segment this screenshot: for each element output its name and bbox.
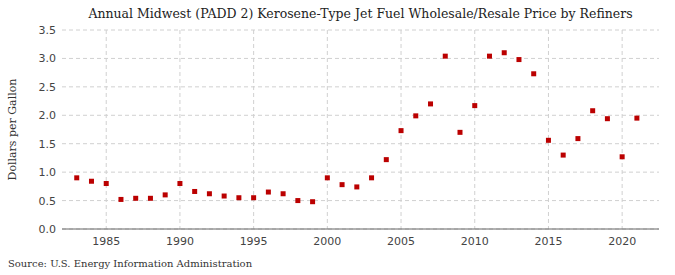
point	[546, 138, 551, 143]
y-tick-label: 2.0	[39, 109, 57, 122]
x-grid-line	[179, 30, 180, 229]
point	[266, 190, 271, 195]
y-tick-label: 0.5	[39, 195, 57, 208]
x-grid-line	[622, 30, 623, 229]
point	[443, 54, 448, 59]
point	[340, 182, 345, 187]
y-grid-line	[62, 172, 659, 173]
y-tick-label: 2.5	[39, 81, 57, 94]
point	[236, 195, 241, 200]
x-tick-label: 2005	[387, 235, 415, 248]
x-tick-label: 1985	[92, 235, 120, 248]
y-tick-label: 1.0	[39, 166, 57, 179]
x-tick-label: 2020	[608, 235, 636, 248]
y-grid-line	[62, 30, 659, 31]
x-grid-line	[327, 30, 328, 229]
x-tick-label: 2000	[313, 235, 341, 248]
y-grid-line	[62, 86, 659, 87]
point	[561, 153, 566, 158]
x-tick-label: 2010	[461, 235, 489, 248]
x-tick-label: 2015	[534, 235, 562, 248]
point	[133, 196, 138, 201]
chart: 0.0 0.5 1.0 1.5 2.0 2.5 3.0 3.5 1985 1990 1995 2000…	[0, 0, 675, 275]
y-tick-label: 3.0	[39, 52, 57, 65]
point	[428, 101, 433, 106]
point	[295, 198, 300, 203]
point	[516, 57, 521, 62]
point	[620, 154, 625, 159]
y-grid-line	[62, 115, 659, 116]
y-tick-label: 1.5	[39, 138, 57, 151]
y-tick-label: 0.0	[39, 223, 57, 236]
point	[502, 50, 507, 55]
point	[575, 136, 580, 141]
point	[369, 175, 374, 180]
y-axis-label: Dollars per Gallon	[6, 79, 19, 181]
point	[251, 195, 256, 200]
title: Annual Midwest (PADD 2) Kerosene-Type Je…	[87, 6, 632, 21]
x-grid-line	[474, 30, 475, 229]
source-note: Source: U.S. Energy Information Administ…	[8, 258, 253, 269]
grid	[62, 30, 659, 229]
y-grid-line	[62, 58, 659, 59]
y-grid-line	[62, 143, 659, 144]
point	[458, 130, 463, 135]
point	[413, 113, 418, 118]
x-tick-label: 1995	[240, 235, 268, 248]
x-grid-line	[106, 30, 107, 229]
x-axis-line	[62, 229, 659, 230]
point	[310, 199, 315, 204]
point	[384, 157, 389, 162]
point	[222, 194, 227, 199]
point	[177, 181, 182, 186]
point	[148, 196, 153, 201]
point	[104, 181, 109, 186]
point	[192, 189, 197, 194]
point	[163, 192, 168, 197]
point	[118, 197, 123, 202]
point	[325, 175, 330, 180]
point	[634, 116, 639, 121]
y-tick-label: 3.5	[39, 24, 57, 37]
x-tick-label: 1990	[166, 235, 194, 248]
x-grid-line	[548, 30, 549, 229]
point	[281, 191, 286, 196]
point	[605, 116, 610, 121]
points	[74, 50, 639, 204]
point	[590, 108, 595, 113]
point	[354, 184, 359, 189]
point	[531, 71, 536, 76]
point	[89, 179, 94, 184]
point	[487, 54, 492, 59]
point	[74, 175, 79, 180]
point	[472, 103, 477, 108]
point	[207, 191, 212, 196]
y-grid-line	[62, 229, 659, 230]
point	[399, 128, 404, 133]
